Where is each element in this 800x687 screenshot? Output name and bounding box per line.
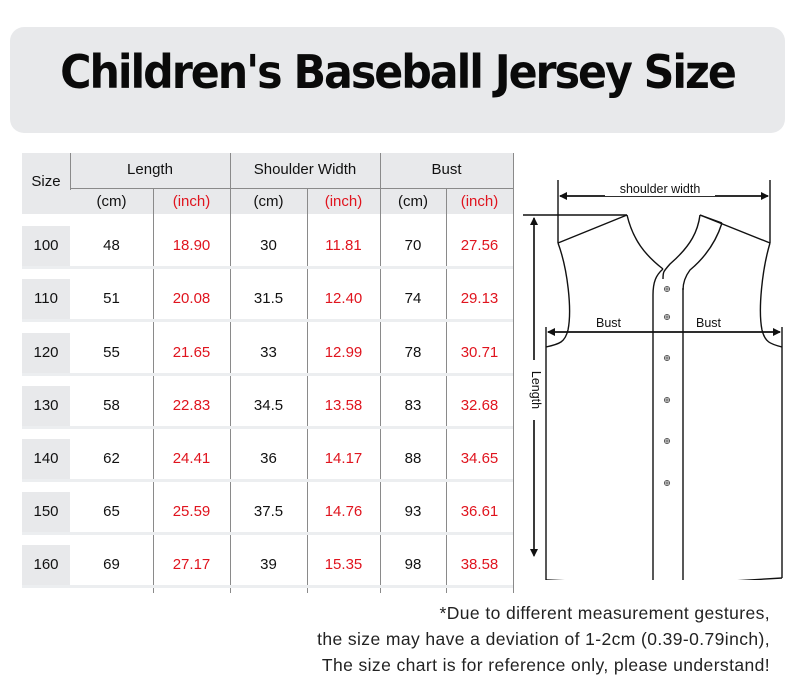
row-divider	[22, 532, 513, 535]
length-inch-cell: 22.83	[172, 397, 211, 414]
shoulder-inch-cell: 14.76	[324, 503, 363, 520]
shoulder-inch-cell: 12.40	[324, 290, 363, 307]
length-cm-cell: 55	[103, 344, 120, 361]
length-inch-cell: 18.90	[172, 237, 211, 254]
length-inch-cell: 21.65	[172, 344, 211, 361]
length-header: Length	[127, 161, 173, 178]
col-divider	[153, 188, 154, 593]
shoulder-cm-unit: (cm)	[253, 193, 284, 210]
page-title: Children's Baseball Jersey Size	[60, 45, 737, 99]
row-divider	[22, 585, 513, 588]
row-divider	[22, 479, 513, 482]
table-row: 100 48 18.90 30 11.81 70 27.56	[22, 226, 513, 268]
bust-cm-cell: 83	[404, 397, 422, 414]
table-row: 160 69 27.17 39 15.35 98 38.58	[22, 545, 513, 587]
bust-left-label: Bust	[596, 316, 622, 330]
length-cm-cell: 51	[103, 290, 120, 307]
shoulder-inch-cell: 14.17	[324, 450, 363, 467]
col-divider	[513, 153, 514, 593]
note-line-1: *Due to different measurement gestures,	[439, 603, 770, 623]
shoulder-cm-cell: 30	[260, 237, 277, 254]
size-cell: 100	[22, 226, 70, 266]
row-divider	[22, 426, 513, 429]
button-icon	[663, 285, 671, 487]
length-label: Length	[529, 360, 543, 420]
bust-right-label: Bust	[696, 316, 722, 330]
size-cell: 150	[22, 492, 70, 532]
size-cell: 140	[22, 439, 70, 479]
length-inch-cell: 25.59	[172, 503, 211, 520]
size-header: Size	[31, 173, 61, 190]
shoulder-inch-cell: 12.99	[324, 344, 363, 361]
shoulder-inch-cell: 11.81	[325, 237, 362, 254]
bust-inch-unit: (inch)	[460, 193, 499, 210]
table-row: 140 62 24.41 36 14.17 88 34.65	[22, 439, 513, 481]
col-divider	[70, 153, 71, 190]
shoulder-width-label: shoulder width	[605, 182, 715, 196]
bust-header: Bust	[431, 161, 462, 178]
length-inch-unit: (inch)	[172, 193, 211, 210]
jersey-outline-icon	[523, 180, 783, 580]
length-cm-cell: 69	[103, 556, 120, 573]
length-cm-cell: 62	[103, 450, 120, 467]
size-cell: 120	[22, 333, 70, 373]
length-cm-unit: (cm)	[96, 193, 127, 210]
size-cell: 160	[22, 545, 70, 585]
size-cell: 110	[22, 279, 70, 319]
table-row: 110 51 20.08 31.5 12.40 74 29.13	[22, 279, 513, 321]
length-inch-cell: 27.17	[172, 556, 211, 573]
shoulder-cm-cell: 36	[260, 450, 277, 467]
size-cell: 130	[22, 386, 70, 426]
bust-inch-cell: 32.68	[460, 397, 499, 414]
length-cm-cell: 65	[103, 503, 120, 520]
bust-inch-cell: 34.65	[460, 450, 499, 467]
bust-inch-cell: 27.56	[460, 237, 499, 254]
table-row: 130 58 22.83 34.5 13.58 83 32.68	[22, 386, 513, 428]
row-divider	[22, 319, 513, 322]
col-divider	[307, 188, 308, 593]
header-divider	[70, 188, 513, 189]
bust-cm-unit: (cm)	[398, 193, 428, 210]
table-header	[22, 153, 513, 214]
shoulder-cm-cell: 33	[260, 344, 277, 361]
jersey-diagram: shoulder width Bust Bust Length	[520, 160, 800, 580]
bust-cm-cell: 78	[404, 344, 422, 361]
length-cm-cell: 48	[103, 237, 120, 254]
bust-cm-cell: 88	[404, 450, 422, 467]
note-line-3: The size chart is for reference only, pl…	[321, 655, 770, 675]
note-line-2: the size may have a deviation of 1-2cm (…	[317, 629, 770, 649]
length-inch-cell: 24.41	[172, 450, 211, 467]
shoulder-inch-cell: 13.58	[324, 397, 363, 414]
shoulder-cm-cell: 31.5	[253, 290, 284, 307]
length-cm-cell: 58	[103, 397, 120, 414]
bust-cm-cell: 70	[404, 237, 422, 254]
shoulder-inch-cell: 15.35	[324, 556, 363, 573]
bust-inch-cell: 30.71	[460, 344, 499, 361]
table-row: 150 65 25.59 37.5 14.76 93 36.61	[22, 492, 513, 534]
row-divider	[22, 373, 513, 376]
table-row: 120 55 21.65 33 12.99 78 30.71	[22, 333, 513, 375]
shoulder-inch-unit: (inch)	[324, 193, 363, 210]
shoulder-cm-cell: 39	[260, 556, 277, 573]
col-divider	[446, 188, 447, 593]
size-disclaimer: *Due to different measurement gestures, …	[317, 600, 770, 678]
shoulder-cm-cell: 34.5	[253, 397, 284, 414]
bust-inch-cell: 38.58	[460, 556, 499, 573]
bust-cm-cell: 93	[404, 503, 422, 520]
row-divider	[22, 266, 513, 269]
shoulder-width-header: Shoulder Width	[253, 161, 357, 178]
length-inch-cell: 20.08	[172, 290, 211, 307]
shoulder-cm-cell: 37.5	[253, 503, 284, 520]
bust-inch-cell: 36.61	[460, 503, 499, 520]
title-banner: Children's Baseball Jersey Size	[10, 27, 785, 133]
bust-cm-cell: 74	[404, 290, 422, 307]
bust-inch-cell: 29.13	[460, 290, 499, 307]
bust-cm-cell: 98	[404, 556, 422, 573]
